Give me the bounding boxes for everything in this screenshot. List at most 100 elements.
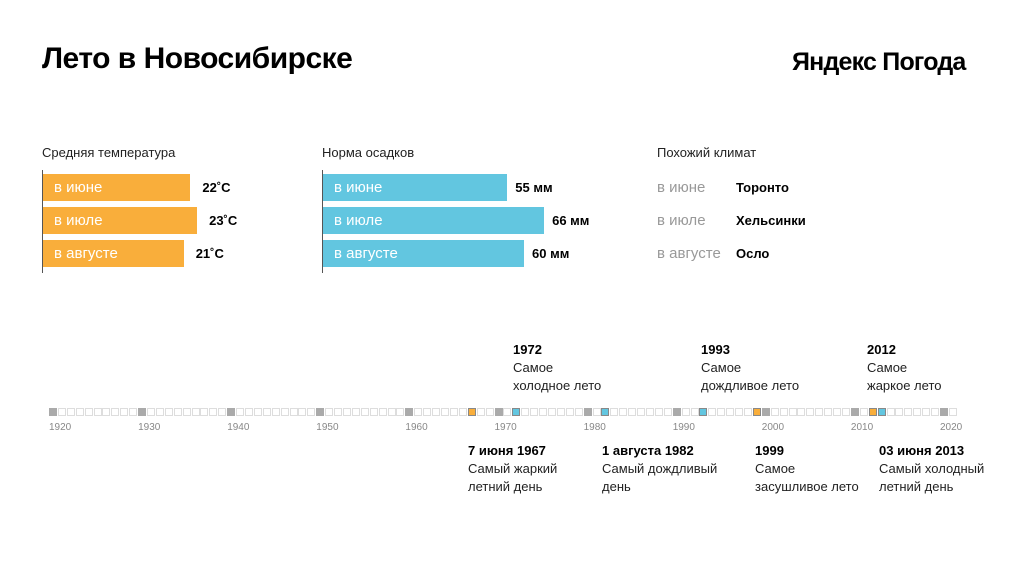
- year-square: [556, 408, 565, 416]
- year-square: [931, 408, 940, 416]
- year-tick-label: 1920: [49, 422, 72, 433]
- precipitation-title: Норма осадков: [322, 145, 415, 160]
- decade-square: [49, 408, 57, 416]
- climate-city: Хельсинки: [736, 213, 806, 228]
- event-description: Самый холодный: [879, 461, 985, 476]
- year-square: [770, 408, 779, 416]
- climate-month: в июне: [657, 179, 706, 196]
- year-square: [102, 408, 111, 416]
- event-description: Самое: [755, 461, 796, 476]
- timeline-event: 1972 Самое холодное лето: [513, 341, 601, 395]
- precipitation-bar: в июле: [323, 207, 545, 234]
- event-date: 1993: [701, 342, 730, 357]
- year-square: [592, 408, 601, 416]
- year-square: [271, 408, 280, 416]
- year-square: [886, 408, 895, 416]
- event-date: 03 июня 2013: [879, 443, 965, 458]
- decade-square: [316, 408, 325, 416]
- decade-square: [494, 408, 503, 416]
- year-square: [833, 408, 842, 416]
- year-square: [351, 408, 360, 416]
- year-square: [948, 408, 957, 416]
- year-square: [449, 408, 458, 416]
- event-year-square: [877, 408, 886, 416]
- year-square: [841, 408, 850, 416]
- year-square: [815, 408, 824, 416]
- temperature-axis: [42, 170, 43, 273]
- year-tick-label: 1940: [227, 422, 250, 433]
- year-square: [797, 408, 806, 416]
- year-square: [432, 408, 441, 416]
- climate-list: в июне Торонто в июле Хельсинки в августе О…: [657, 174, 897, 273]
- event-date: 1 августа 1982: [602, 443, 694, 458]
- event-date: 7 июня 1967: [468, 443, 546, 458]
- temperature-bar: в июле: [43, 207, 198, 234]
- event-date: 2012: [867, 342, 896, 357]
- decade-square: [138, 408, 147, 416]
- event-description: засушливое лето: [755, 479, 859, 494]
- event-description: Самое: [513, 360, 554, 375]
- year-square: [637, 408, 646, 416]
- year-tick-label: 2020: [940, 422, 963, 433]
- decade-square: [583, 408, 592, 416]
- timeline-event: 03 июня 2013 Самый холодный летний день: [879, 442, 984, 496]
- timeline-event: 1999 Самое засушливое лето: [755, 442, 859, 496]
- decade-square: [761, 408, 770, 416]
- year-square: [191, 408, 200, 416]
- event-description: Самое: [867, 360, 908, 375]
- yandex-weather-logo: Яндекс Погода: [792, 48, 966, 76]
- year-tick-label: 2010: [850, 422, 874, 433]
- climate-row: в июне Торонто: [657, 174, 897, 207]
- year-square: [289, 408, 298, 416]
- year-square: [120, 408, 129, 416]
- precipitation-axis: [322, 170, 323, 273]
- year-square: [859, 408, 868, 416]
- year-square: [547, 408, 556, 416]
- year-square: [539, 408, 548, 416]
- year-square: [681, 408, 690, 416]
- year-square: [503, 408, 512, 416]
- year-square: [236, 408, 245, 416]
- year-square: [806, 408, 815, 416]
- year-square: [414, 408, 423, 416]
- climate-city: Торонто: [736, 180, 789, 195]
- year-square: [84, 408, 93, 416]
- year-square: [334, 408, 343, 416]
- event-description: Самый дождливый: [602, 461, 718, 476]
- year-square: [378, 408, 387, 416]
- year-square: [565, 408, 574, 416]
- event-description: дождливое лето: [701, 378, 800, 393]
- climate-month: в июле: [657, 212, 706, 229]
- precipitation-value-label: 60 мм: [532, 246, 570, 261]
- climate-title: Похожий климат: [657, 145, 757, 160]
- year-square: [253, 408, 262, 416]
- event-description: летний день: [468, 479, 543, 494]
- year-square: [387, 408, 396, 416]
- timeline-event: 2012 Самое жаркое лето: [867, 341, 941, 395]
- year-square: [57, 408, 66, 416]
- event-date: 1972: [513, 342, 542, 357]
- year-square: [913, 408, 922, 416]
- event-description: холодное лето: [513, 378, 602, 393]
- year-square: [788, 408, 797, 416]
- year-square: [209, 408, 218, 416]
- year-square: [476, 408, 485, 416]
- decade-square: [940, 408, 948, 416]
- event-year-square: [512, 408, 521, 416]
- year-square: [369, 408, 378, 416]
- year-square: [129, 408, 138, 416]
- decade-square: [672, 408, 681, 416]
- precipitation-bar: в июне: [323, 174, 508, 201]
- precipitation-value-label: 55 мм: [515, 180, 553, 195]
- year-square: [628, 408, 637, 416]
- event-year-square: [467, 408, 476, 416]
- year-square: [485, 408, 494, 416]
- decade-square: [405, 408, 414, 416]
- temperature-value-label: 23˚C: [209, 213, 238, 228]
- year-square: [66, 408, 75, 416]
- year-tick-label: 1980: [583, 422, 606, 433]
- year-square: [458, 408, 467, 416]
- year-square: [895, 408, 904, 416]
- year-square: [530, 408, 539, 416]
